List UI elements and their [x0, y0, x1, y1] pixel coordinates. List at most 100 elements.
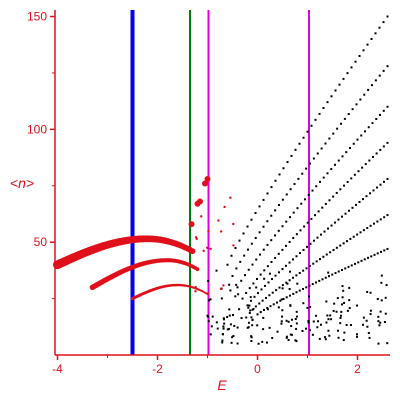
black-point-420: [337, 336, 340, 339]
black-point-265: [318, 279, 321, 282]
black-point-312: [380, 274, 383, 277]
black-point-257: [292, 292, 295, 295]
black-point-128: [259, 273, 262, 276]
black-point-118: [371, 122, 374, 125]
black-point-270: [334, 272, 337, 275]
black-point-241: [373, 222, 375, 225]
black-point-394: [325, 321, 328, 324]
black-point-337: [221, 339, 224, 342]
black-point-70: [343, 117, 346, 120]
black-point-277: [357, 261, 360, 264]
black-point-268: [328, 275, 330, 278]
black-point-227: [325, 253, 328, 256]
black-point-229: [332, 249, 335, 252]
x-axis-title: E: [217, 377, 227, 393]
black-point-249: [266, 307, 269, 310]
black-point-54: [281, 198, 284, 201]
black-point-169: [264, 284, 266, 287]
black-point-6: [250, 218, 253, 221]
black-point-449: [229, 323, 232, 326]
black-point-52: [274, 209, 277, 212]
black-point-404: [377, 315, 380, 318]
black-point-160: [375, 152, 378, 155]
black-point-152: [346, 181, 349, 184]
black-point-181: [306, 245, 308, 248]
black-point-274: [347, 265, 350, 268]
black-point-170: [267, 281, 270, 284]
black-point-114: [356, 138, 359, 141]
black-point-31: [350, 66, 353, 69]
black-point-466: [236, 326, 239, 329]
red-point-170: [197, 198, 203, 205]
black-point-386: [362, 323, 365, 326]
black-point-440: [362, 316, 365, 319]
black-point-77: [371, 84, 373, 87]
black-point-199: [369, 192, 371, 195]
black-point-135: [285, 244, 287, 247]
black-point-340: [369, 313, 372, 316]
x-tick-label-2: 2: [354, 362, 361, 376]
black-point-116: [364, 130, 366, 133]
black-point-14: [282, 167, 285, 170]
black-point-411: [226, 328, 229, 331]
black-point-295: [228, 308, 231, 311]
black-point-60: [305, 167, 308, 170]
black-point-417: [289, 304, 292, 307]
black-point-403: [319, 323, 322, 326]
black-point-401: [309, 305, 312, 308]
black-point-325: [221, 341, 224, 344]
black-point-462: [348, 299, 351, 302]
black-point-22: [314, 118, 317, 121]
black-point-113: [352, 142, 355, 145]
black-point-145: [321, 206, 324, 209]
black-point-305: [287, 338, 290, 341]
black-point-178: [295, 255, 298, 258]
black-point-286: [386, 247, 389, 250]
vertical-lines: [130, 10, 310, 355]
black-point-256: [289, 294, 291, 297]
black-point-396: [207, 315, 210, 318]
black-point-264: [315, 281, 317, 284]
black-point-402: [262, 316, 265, 319]
black-point-1: [230, 254, 233, 257]
black-point-62: [312, 157, 315, 160]
black-point-94: [281, 225, 284, 228]
black-point-415: [290, 325, 293, 328]
black-point-378: [311, 333, 314, 336]
black-point-383: [316, 326, 319, 329]
black-point-358: [369, 309, 372, 312]
red-point-181: [219, 287, 223, 291]
black-point-64: [320, 147, 323, 150]
black-point-53: [278, 204, 280, 207]
black-point-40: [386, 15, 389, 18]
red-point-175: [194, 285, 197, 289]
black-point-80: [382, 69, 385, 72]
black-point-67: [332, 132, 335, 135]
black-point-280: [367, 256, 369, 259]
black-point-303: [315, 314, 318, 317]
black-point-419: [346, 309, 349, 312]
black-point-104: [319, 180, 321, 183]
black-point-346: [384, 296, 387, 299]
black-point-457: [343, 331, 346, 334]
black-point-233: [346, 240, 348, 243]
black-point-279: [363, 258, 366, 261]
black-point-315: [245, 316, 248, 319]
black-point-101: [307, 193, 310, 196]
axes: -4 -2 0 2 50 100 150: [27, 10, 390, 376]
black-point-456: [263, 277, 266, 280]
black-point-373: [222, 333, 225, 336]
black-point-51: [270, 214, 273, 217]
black-point-263: [311, 283, 314, 286]
black-point-248: [263, 308, 265, 311]
black-point-333: [208, 299, 211, 302]
black-point-175: [285, 264, 287, 267]
black-point-306: [280, 298, 283, 301]
black-point-34: [362, 49, 365, 52]
black-point-310: [249, 309, 252, 312]
black-point-66: [328, 137, 331, 140]
black-points-layer: [206, 15, 389, 345]
red-point-171: [202, 180, 208, 187]
black-point-15: [286, 161, 289, 164]
black-point-382: [340, 310, 343, 313]
